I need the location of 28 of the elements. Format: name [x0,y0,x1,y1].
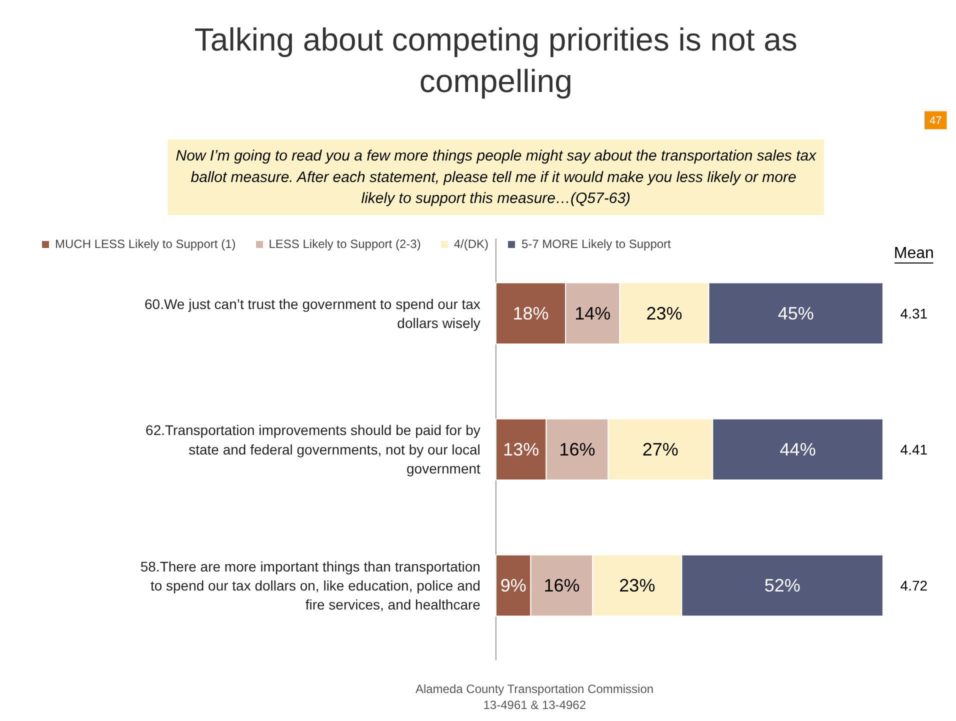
data-label: 23% [646,303,682,324]
data-label: 16% [544,575,580,596]
data-label: 23% [619,575,656,596]
data-label: 18% [512,303,549,324]
text: 4.41 [900,441,928,458]
text: Alameda County Transportation Commission [415,682,654,696]
y-tick-label: 62.Transportation improvements should be paid for by state and federal governments, not by our local government [146,422,481,477]
data-label: 16% [559,439,596,460]
chart-title: Talking about competing priorities is not as compelling [194,22,798,100]
text: Mean [894,245,934,262]
data-label: 14% [574,303,611,324]
y-tick-label: 58.There are more important things than transportation to spend our tax dollars on, like education, police and fire services, and healthcare [140,558,481,613]
y-tick-label: 60.We just can’t trust the government to spend our tax dollars wisely [144,296,480,331]
text: 13-4961 & 13-4962 [483,698,586,712]
data-label: 44% [780,439,816,460]
text: 4.31 [900,305,928,322]
data-label: 9% [500,575,526,596]
data-label: 13% [503,439,540,460]
legend-label: 5-7 MORE Likely to Support [521,237,671,251]
data-label: 45% [778,303,814,324]
text: 4.72 [900,577,928,594]
data-label: 52% [764,575,800,596]
legend-label: MUCH LESS Likely to Support (1) [55,237,236,251]
text: 47 [929,115,942,128]
legend-label: LESS Likely to Support (2-3) [268,237,421,251]
chart-subtitle: Now I’m going to read you a few more things people might say about the transportation sales tax ballot measure. After each statement, please tell me if it would make you less likely or more likely to support this measure…(Q57-63) [176,148,817,208]
data-label: 27% [642,439,678,460]
legend-label: 4/(DK) [454,237,488,251]
